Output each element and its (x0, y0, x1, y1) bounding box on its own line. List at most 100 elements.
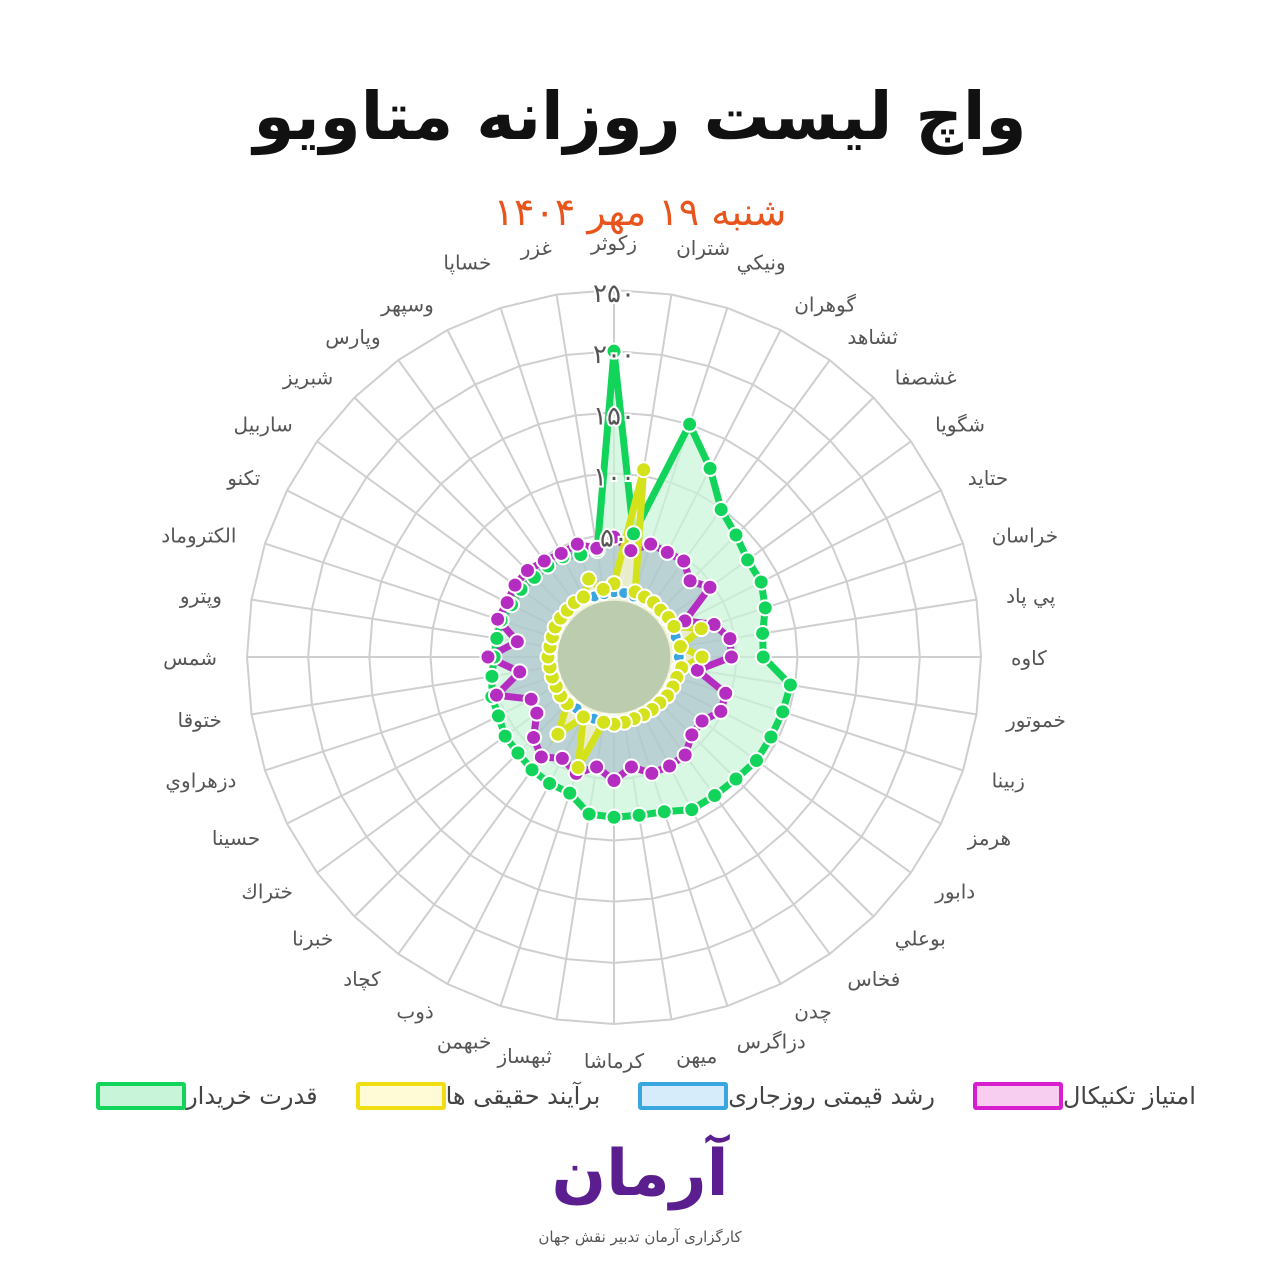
data-point (568, 535, 586, 553)
data-point (692, 620, 710, 638)
category-label: غشصفا (895, 365, 957, 389)
page-subtitle-date: شنبه ۱۹ مهر ۱۴۰۴ (493, 190, 787, 234)
category-label: چدن (794, 1000, 832, 1024)
tick-label: ۲۰۰ (593, 340, 635, 370)
data-point (625, 525, 643, 543)
center-overlap (557, 600, 671, 714)
data-point (655, 803, 673, 821)
data-point (561, 784, 579, 802)
legend-item-daily-price-growth[interactable]: رشد قیمتی روزجاری (626, 1078, 935, 1114)
legend-item-real-flow[interactable]: برآیند حقیقی ها (344, 1078, 600, 1114)
category-label: دابور (934, 879, 975, 903)
category-label: دزهراوي (165, 769, 236, 794)
data-point (487, 686, 505, 704)
data-point (594, 580, 612, 598)
data-point (748, 752, 766, 770)
category-label: خبرنا (292, 927, 333, 951)
data-point (676, 746, 694, 764)
data-point (605, 772, 623, 790)
category-label: ختوقا (177, 708, 221, 732)
category-label: شتران (676, 236, 730, 260)
category-label: کچاد (343, 967, 381, 991)
legend-swatch (972, 1082, 1063, 1110)
data-point (630, 806, 648, 824)
category-label: خبهمن (437, 1030, 491, 1054)
data-point (541, 774, 559, 792)
data-point (528, 704, 546, 722)
category-label: ثشاهد (847, 325, 898, 349)
category-label: هرمز (967, 826, 1011, 850)
data-point (522, 690, 540, 708)
data-point (506, 576, 524, 594)
data-point (712, 501, 730, 519)
category-label: حسینا (212, 826, 260, 850)
data-point (605, 808, 623, 826)
data-point (496, 727, 514, 745)
data-point (588, 758, 606, 776)
data-point (722, 648, 740, 666)
category-label: ساربیل (234, 413, 293, 437)
legend-item-technical-score[interactable]: امتیاز تکنیکال (961, 1078, 1196, 1114)
category-label: وسپهر (380, 292, 434, 317)
data-point (580, 805, 598, 823)
category-label: ثبهساز (496, 1044, 551, 1068)
category-label: ختراك (241, 879, 292, 903)
data-point (756, 599, 774, 617)
data-point (675, 552, 693, 570)
category-label: شمس (163, 646, 217, 670)
legend-item-buyer-power[interactable]: قدرت خریدار (84, 1078, 318, 1114)
tick-label: ۲۵۰ (593, 279, 635, 309)
category-label: بوعلي (895, 927, 946, 952)
data-point (532, 748, 550, 766)
category-label: شگویا (935, 413, 985, 437)
data-point (622, 758, 640, 776)
data-point (569, 759, 587, 777)
data-point (681, 415, 699, 433)
legend-swatch (638, 1082, 729, 1110)
data-point (518, 561, 536, 579)
data-point (727, 770, 745, 788)
category-label: دزاگرس (737, 1030, 806, 1054)
category-label: کرماشا (584, 1049, 645, 1073)
data-point (642, 535, 660, 553)
data-point (721, 630, 739, 648)
page-title: واچ لیست روزانه متاویو (253, 78, 1027, 155)
legend-swatch (96, 1082, 187, 1110)
category-label: میهن (676, 1044, 717, 1068)
data-point (706, 787, 724, 805)
category-label: خساپا (443, 250, 491, 275)
data-point (712, 702, 730, 720)
data-point (489, 707, 507, 725)
category-label: پي پاد (1006, 584, 1055, 609)
data-point (661, 757, 679, 775)
category-label: فخاس (847, 967, 900, 991)
data-point (693, 648, 711, 666)
data-point (489, 610, 507, 628)
data-point (523, 761, 541, 779)
data-point (739, 551, 757, 569)
category-label: کاوه (1011, 646, 1047, 670)
data-point (525, 728, 543, 746)
data-point (683, 726, 701, 744)
data-point (717, 684, 735, 702)
data-point (781, 676, 799, 694)
data-point (552, 544, 570, 562)
data-point (549, 725, 567, 743)
category-label: غزر (520, 236, 552, 260)
data-point (774, 703, 792, 721)
data-point (588, 539, 606, 557)
data-point (752, 573, 770, 591)
legend-label: قدرت خریدار (186, 1082, 318, 1110)
data-point (683, 801, 701, 819)
data-point (622, 542, 640, 560)
data-point (535, 552, 553, 570)
data-point (574, 588, 592, 606)
data-point (580, 570, 598, 588)
data-point (508, 633, 526, 651)
category-label: وپارس (325, 325, 380, 350)
category-label: وپترو (179, 584, 222, 609)
category-label: الکتروماد (161, 523, 236, 547)
category-label: گوهران (794, 292, 856, 316)
data-point (681, 572, 699, 590)
data-point (605, 528, 623, 546)
